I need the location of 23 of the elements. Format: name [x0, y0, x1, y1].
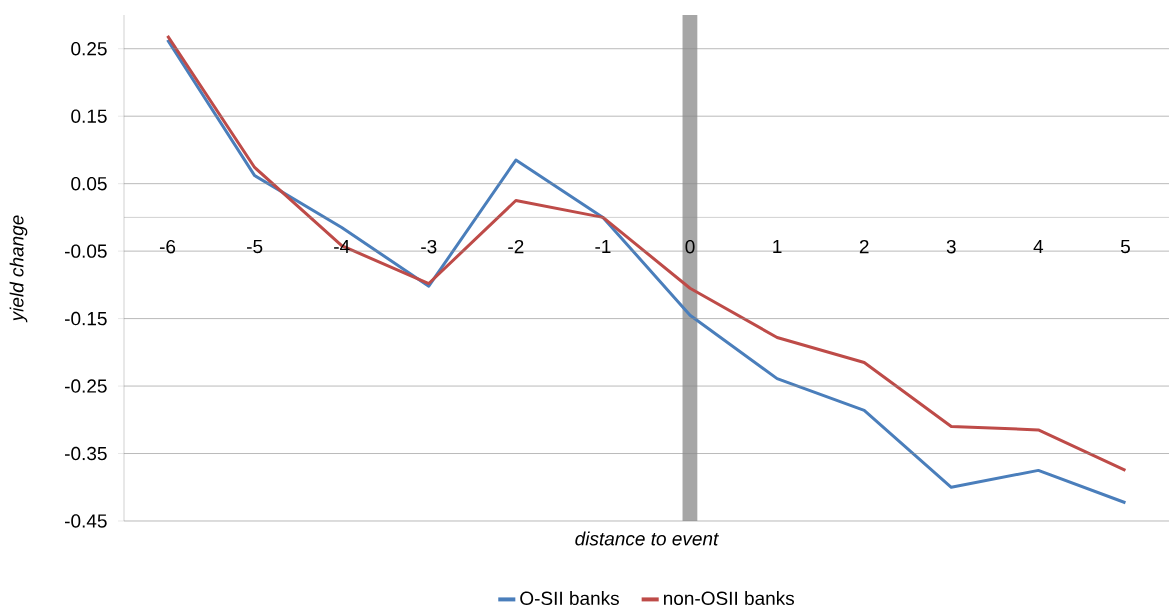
y-axis-title: yield change	[9, 215, 28, 323]
x-tick-label: 4	[1033, 239, 1044, 253]
x-tick-label: -2	[508, 239, 524, 254]
y-tick-label: -0.25	[65, 379, 107, 393]
y-tick-label: -0.15	[65, 311, 107, 326]
y-tick-label: 0.05	[71, 176, 107, 191]
x-tick-label: 2	[859, 239, 869, 254]
x-tick-label: 1	[773, 239, 782, 253]
x-tick-label: 0	[685, 239, 695, 254]
x-tick-label: 5	[1120, 239, 1130, 254]
y-tick-label: -0.35	[65, 446, 107, 461]
x-axis-title: distance to event	[575, 531, 719, 546]
y-tick-label: 0.25	[71, 42, 107, 56]
y-tick-label: 0.15	[71, 109, 107, 123]
x-tick-label: -6	[159, 239, 176, 254]
x-tick-label: -5	[247, 239, 263, 254]
legend-label: O-SII banks	[520, 591, 619, 606]
y-tick-label: -0.05	[65, 244, 107, 258]
x-tick-label: -1	[595, 239, 611, 253]
y-tick-label: -0.45	[65, 514, 107, 528]
x-tick-label: -3	[421, 239, 437, 254]
x-tick-label: 3	[946, 239, 956, 254]
legend-label: non-OSII banks	[663, 591, 795, 606]
